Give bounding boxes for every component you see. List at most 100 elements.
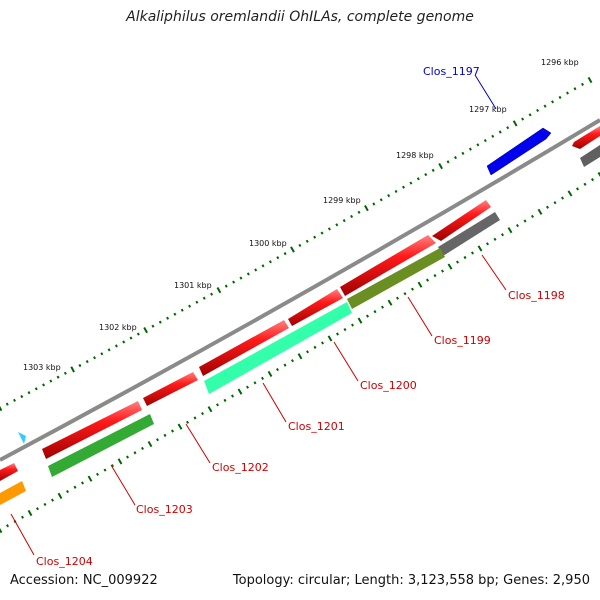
outer-tick: [180, 308, 184, 312]
inner-tick: [373, 310, 377, 314]
label-clos-1197[interactable]: Clos_1197: [423, 65, 480, 78]
inner-tick: [246, 385, 249, 389]
inner-tick: [111, 464, 114, 468]
inner-tick: [440, 269, 445, 273]
gene-clos-1197[interactable]: [486, 127, 552, 176]
inner-tick: [470, 251, 475, 255]
inner-tick: [27, 509, 33, 517]
label-clos-1200[interactable]: Clos_1200: [360, 379, 417, 392]
inner-tick: [156, 438, 159, 442]
inner-tick: [530, 214, 535, 219]
inner-tick: [216, 403, 219, 407]
outer-tick: [305, 239, 309, 243]
outer-tick: [587, 76, 593, 84]
outer-tick: [551, 100, 555, 104]
inner-tick: [327, 335, 333, 342]
label-clos-1203[interactable]: Clos_1203: [136, 503, 193, 516]
outer-tick: [195, 300, 199, 304]
inner-tick: [321, 341, 324, 345]
outer-tick: [114, 344, 118, 348]
gene-clos-1199[interactable]: [340, 235, 436, 296]
label-clos-1201[interactable]: Clos_1201: [288, 420, 345, 433]
outer-tick: [151, 324, 155, 328]
gene-clos-1202[interactable]: [143, 372, 198, 406]
gene-clos-1201[interactable]: [199, 320, 289, 376]
outer-tick: [476, 143, 480, 147]
gene-clos-1204[interactable]: [0, 463, 18, 481]
inner-tick: [163, 433, 167, 437]
outer-tick: [512, 120, 518, 127]
inner-tick: [493, 237, 497, 241]
inner-tick: [545, 205, 550, 209]
inner-tick: [276, 367, 279, 372]
inner-tick-ruler: [0, 171, 600, 534]
inner-tick: [515, 224, 520, 228]
inner-tick: [291, 359, 294, 363]
outer-tick: [283, 252, 287, 256]
inner-tick: [81, 481, 84, 485]
label-clos-1198[interactable]: Clos_1198: [508, 289, 565, 302]
outer-tick: [5, 402, 9, 406]
genome-summary: Topology: circular; Length: 3,123,558 bp…: [232, 573, 590, 588]
outer-tick: [107, 348, 111, 352]
outer-tick: [0, 405, 3, 412]
gene-clos-1200[interactable]: [288, 289, 343, 326]
inner-tick: [43, 502, 47, 506]
outer-tick: [431, 168, 435, 172]
outer-tick: [409, 181, 413, 185]
inner-tick: [21, 515, 24, 519]
outer-tick: [13, 398, 16, 402]
outer-tick: [491, 134, 495, 138]
inner-tick: [313, 345, 317, 349]
kbp-label-1303: 1303 kbp: [23, 363, 61, 372]
outer-tick: [313, 235, 317, 239]
inner-tick: [133, 451, 137, 455]
outer-tick: [468, 147, 472, 151]
inner-tick: [103, 468, 107, 472]
label-clos-1199[interactable]: Clos_1199: [434, 334, 491, 347]
inner-tick: [560, 196, 565, 200]
cds-track: [0, 126, 600, 481]
map-title: Alkaliphilus oremlandii OhILAs, complete…: [126, 9, 474, 25]
kbp-label-1298: 1298 kbp: [396, 151, 434, 160]
outer-tick: [424, 173, 428, 177]
outer-tick: [372, 202, 376, 206]
inner-tick: [6, 524, 9, 528]
gene-red-top-right[interactable]: [572, 126, 600, 149]
inner-tick: [463, 255, 467, 260]
outer-tick: [558, 95, 562, 100]
outer-tick: [210, 292, 214, 296]
inner-tick: [87, 475, 93, 482]
outer-tick: [166, 316, 170, 320]
inner-tick: [395, 296, 400, 300]
inner-tick: [380, 305, 385, 309]
gene-clos-1198[interactable]: [432, 200, 491, 241]
inner-tick: [0, 527, 3, 534]
outer-tick: [49, 379, 53, 383]
inner-tick: [207, 406, 213, 413]
outer-tick: [261, 264, 265, 268]
inner-tick: [231, 394, 234, 398]
outer-tick: [232, 280, 236, 284]
inner-tick: [553, 201, 557, 205]
gene-clos-1203[interactable]: [42, 401, 142, 459]
outer-tick: [438, 163, 443, 170]
outer-tick-ruler: [0, 76, 593, 412]
label-clos-1204[interactable]: Clos_1204: [36, 555, 93, 568]
label-clos-1202[interactable]: Clos_1202: [212, 461, 269, 474]
outer-tick: [70, 366, 75, 373]
inner-tick: [306, 350, 309, 354]
inner-tick: [96, 472, 99, 476]
outer-tick: [320, 231, 324, 235]
outer-tick: [335, 223, 339, 227]
outer-tick: [122, 340, 126, 344]
inner-tick: [590, 178, 595, 182]
outer-tick: [216, 287, 222, 294]
outer-tick: [298, 243, 302, 247]
inner-tick: [223, 398, 227, 402]
outer-tick: [42, 383, 46, 387]
inner-tick: [507, 227, 513, 234]
outer-tick: [78, 363, 82, 368]
inner-tick: [171, 429, 174, 433]
